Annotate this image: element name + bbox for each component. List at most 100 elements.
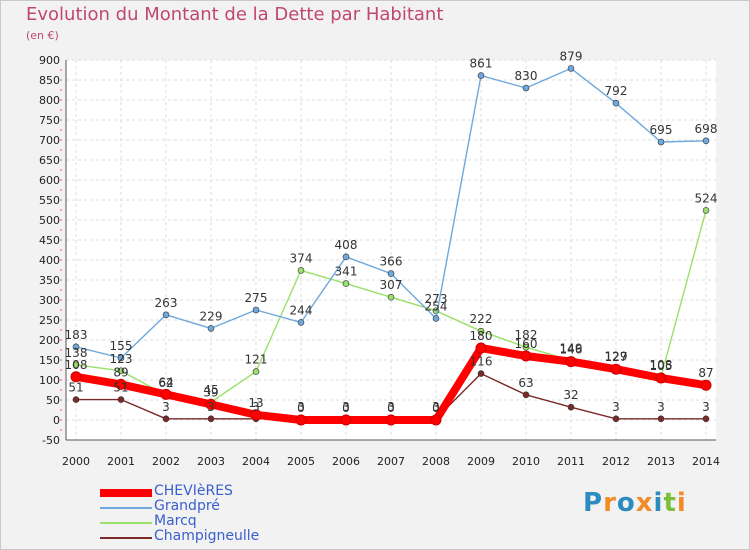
- y-tick-label: 550: [39, 194, 60, 207]
- y-tick-label: 100: [39, 374, 60, 387]
- data-label: 183: [65, 328, 88, 342]
- data-label: 3: [612, 400, 620, 414]
- data-point: [612, 415, 620, 423]
- data-point: [207, 325, 215, 332]
- data-point: [342, 280, 350, 287]
- data-label: 244: [290, 303, 313, 317]
- data-point: [702, 137, 710, 145]
- y-tick-label: 300: [39, 294, 60, 307]
- y-tick-label: 0: [53, 414, 60, 427]
- data-label: 116: [470, 355, 493, 369]
- data-point: [297, 267, 305, 274]
- data-label: 879: [560, 49, 583, 63]
- data-point: [522, 391, 530, 399]
- data-point: [385, 414, 397, 426]
- data-point: [342, 253, 350, 261]
- data-point: [610, 363, 622, 375]
- data-point: [612, 99, 620, 107]
- y-tick-label: 600: [39, 174, 60, 187]
- plot-area: [66, 60, 716, 440]
- data-label: 374: [290, 251, 313, 265]
- x-tick-label: 2000: [62, 455, 90, 468]
- data-label: 3: [162, 400, 170, 414]
- x-tick-label: 2006: [332, 455, 360, 468]
- data-label: 830: [515, 69, 538, 83]
- y-tick-label: 800: [39, 94, 60, 107]
- data-point: [340, 414, 352, 426]
- data-label: 366: [380, 255, 403, 269]
- data-label: 129: [605, 349, 628, 363]
- data-label: 121: [245, 353, 268, 367]
- data-label: 792: [605, 84, 628, 98]
- y-tick-label: 250: [39, 314, 60, 327]
- logo-letter: t: [663, 488, 677, 518]
- data-label: 108: [65, 358, 88, 372]
- data-label: 51: [113, 381, 128, 395]
- data-label: 62: [158, 376, 173, 390]
- data-label: 3: [432, 400, 440, 414]
- legend-label-grandpre: Grandpré: [154, 498, 220, 514]
- data-label: 0: [387, 401, 395, 415]
- data-point: [295, 414, 307, 426]
- data-label: 51: [68, 381, 83, 395]
- x-tick-label: 2008: [422, 455, 450, 468]
- data-point: [522, 343, 530, 351]
- data-label: 89: [113, 365, 128, 379]
- data-point: [432, 315, 440, 322]
- data-label: 229: [200, 309, 223, 323]
- legend-label-chevieres: CHEVIèRES: [154, 483, 233, 499]
- x-tick-label: 2014: [692, 455, 720, 468]
- legend-swatch-grandpre: [100, 507, 152, 509]
- data-point: [477, 327, 485, 335]
- y-tick-label: 450: [39, 234, 60, 247]
- x-tick-label: 2001: [107, 455, 135, 468]
- data-point: [657, 138, 665, 146]
- legend-label-marcq: Marcq: [154, 513, 197, 529]
- data-point: [72, 396, 80, 403]
- x-tick-label: 2012: [602, 455, 630, 468]
- y-tick-label: 200: [39, 334, 60, 347]
- legend-label-champigneulle: Champigneulle: [154, 528, 260, 544]
- data-point: [117, 367, 125, 375]
- data-point: [160, 388, 172, 400]
- logo-letter: x: [635, 488, 654, 518]
- data-label: 180: [470, 329, 493, 343]
- data-label: 32: [563, 388, 578, 402]
- data-point: [72, 361, 80, 369]
- x-tick-label: 2007: [377, 455, 405, 468]
- data-label: 105: [650, 359, 673, 373]
- data-label: 64: [158, 375, 173, 389]
- data-label: 39: [203, 385, 218, 399]
- x-tick-label: 2002: [152, 455, 180, 468]
- data-label: 13: [248, 396, 263, 410]
- data-label: 63: [518, 376, 533, 390]
- data-point: [430, 414, 442, 426]
- data-label: 0: [432, 401, 440, 415]
- y-tick-label: 900: [39, 54, 60, 67]
- data-label: 0: [297, 401, 305, 415]
- data-point: [475, 342, 487, 354]
- legend-swatch-chevieres: [100, 489, 152, 497]
- y-tick-label: 650: [39, 154, 60, 167]
- logo-letter: i: [676, 488, 687, 518]
- data-point: [117, 396, 125, 403]
- data-label: 138: [65, 346, 88, 360]
- data-point: [477, 370, 485, 377]
- data-point: [297, 319, 305, 326]
- data-point: [567, 403, 575, 411]
- x-tick-label: 2003: [197, 455, 225, 468]
- data-point: [387, 293, 395, 301]
- data-label: 254: [425, 299, 448, 313]
- data-label: 3: [657, 400, 665, 414]
- data-label: 3: [297, 400, 305, 414]
- data-point: [702, 415, 710, 423]
- data-label: 695: [650, 123, 673, 137]
- data-point: [250, 409, 262, 421]
- data-label: 127: [605, 350, 628, 364]
- data-point: [565, 356, 577, 368]
- data-label: 307: [380, 278, 403, 292]
- y-tick-label: 400: [39, 254, 60, 267]
- data-label: 222: [470, 312, 493, 326]
- data-label: 524: [695, 191, 718, 205]
